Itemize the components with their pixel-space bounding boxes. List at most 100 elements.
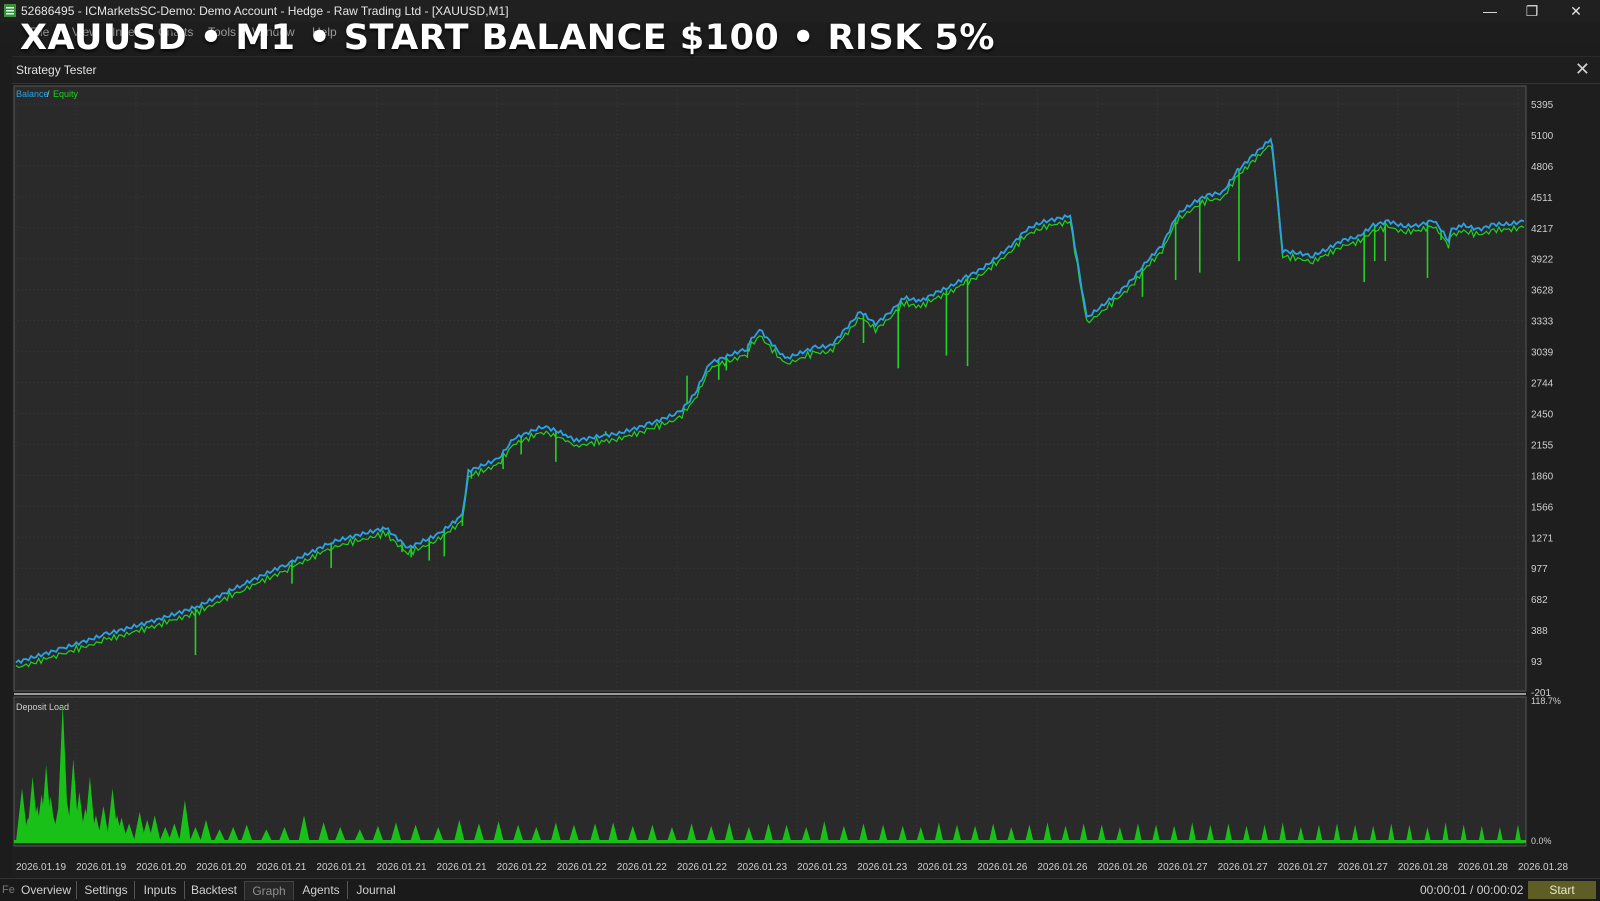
x-tick-label: 2026.01.28 — [1458, 862, 1508, 873]
deposit-load-spike — [372, 825, 384, 841]
window-title-bar: 52686495 - ICMarketsSC-Demo: Demo Accoun… — [0, 0, 1600, 22]
tab-overview[interactable]: Overview — [16, 881, 77, 899]
deposit-chart-area — [13, 696, 1527, 847]
x-tick-label: 2026.01.21 — [376, 862, 426, 873]
deposit-load-spike — [1206, 824, 1214, 841]
tab-backtest[interactable]: Backtest — [190, 883, 238, 897]
deposit-load-spike — [1297, 826, 1305, 841]
deposit-load-spike — [97, 805, 110, 841]
tab-journal[interactable]: Journal — [356, 883, 396, 897]
menu-insert[interactable]: Insert — [112, 25, 143, 39]
y-tick-label: 2744 — [1531, 379, 1554, 390]
tester-tab-bar: Fe Overview Settings Inputs Backtest Gra… — [0, 878, 1600, 901]
y-tick-label: 3333 — [1531, 317, 1554, 328]
x-tick-label: 2026.01.22 — [677, 862, 727, 873]
deposit-load-spike — [569, 824, 579, 841]
deposit-load-spike — [123, 823, 135, 841]
deposit-load-spike — [934, 822, 944, 841]
x-tick-label: 2026.01.21 — [316, 862, 366, 873]
deposit-load-spike — [1043, 822, 1052, 841]
x-tick-label: 2026.01.26 — [977, 862, 1027, 873]
deposit-load-spike — [1261, 824, 1269, 841]
tab-agents[interactable]: Agents — [295, 881, 348, 899]
deposit-load-spike — [1116, 826, 1124, 841]
deposit-load-spike — [168, 823, 181, 841]
x-tick-label: 2026.01.23 — [737, 862, 787, 873]
start-button[interactable]: Start — [1528, 881, 1596, 899]
tab-inputs[interactable]: Inputs — [136, 881, 185, 899]
deposit-load-spike — [278, 826, 290, 841]
y-tick-label: 3039 — [1531, 348, 1554, 359]
menu-help[interactable]: Help — [312, 25, 337, 39]
deposit-load-spike — [531, 826, 542, 841]
deposit-load-spike — [1007, 826, 1016, 841]
deposit-load-spike — [1315, 824, 1323, 841]
deposit-load-spike — [763, 823, 773, 841]
strategy-tester-panel: Strategy Tester ✕ 5395 5100 4806 4511 4217 39… — [12, 57, 1600, 900]
deposit-load-spike — [179, 800, 191, 841]
deposit-load-spike — [1061, 825, 1070, 841]
deposit-load-spike — [56, 702, 69, 841]
y-tick-label: 4806 — [1531, 162, 1554, 173]
deposit-load-spike — [298, 815, 310, 841]
y-tick-label: 3628 — [1531, 286, 1554, 297]
deposit-load-spike — [1170, 825, 1178, 841]
deposit-load-spike — [227, 826, 239, 841]
y-tick-label: 2155 — [1531, 440, 1554, 451]
deposit-load-spike — [241, 824, 253, 841]
deposit-load-spike — [454, 819, 465, 841]
maximize-button[interactable]: ❐ — [1525, 3, 1539, 19]
deposit-load-spike — [878, 824, 888, 841]
minimize-button[interactable]: — — [1483, 3, 1497, 19]
deposit-load-spike — [1079, 823, 1088, 841]
deposit-load-spike — [149, 815, 161, 841]
menu-tools[interactable]: Tools — [208, 25, 237, 39]
deposit-ytick-min: 0.0% — [1531, 836, 1552, 846]
deposit-load-spike — [213, 829, 226, 841]
x-tick-label: 2026.01.26 — [1037, 862, 1087, 873]
strategy-tester-header: Strategy Tester ✕ — [12, 57, 1600, 84]
deposit-load-spike — [1351, 824, 1359, 841]
x-tick-label: 2026.01.23 — [917, 862, 967, 873]
deposit-load-spike — [513, 824, 524, 841]
x-tick-label: 2026.01.27 — [1158, 862, 1208, 873]
close-window-button[interactable]: ✕ — [1570, 3, 1582, 19]
x-tick-label: 2026.01.27 — [1218, 862, 1268, 873]
x-tick-label: 2026.01.22 — [497, 862, 547, 873]
deposit-load-spike — [667, 826, 677, 841]
tab-graph[interactable]: Graph — [244, 881, 294, 900]
y-tick-label: 2450 — [1531, 409, 1554, 420]
deposit-load-spike — [1279, 822, 1287, 841]
deposit-load-spike — [1442, 822, 1449, 841]
y-tick-label: 1860 — [1531, 471, 1554, 482]
x-tick-label: 2026.01.23 — [857, 862, 907, 873]
deposit-load-spike — [590, 823, 600, 841]
legend-balance: Balance — [16, 89, 49, 99]
y-tick-label: 3922 — [1531, 255, 1554, 266]
close-icon[interactable]: ✕ — [1574, 59, 1590, 79]
deposit-load-spike — [189, 826, 202, 841]
menu-charts[interactable]: Charts — [158, 25, 194, 39]
deposit-load-spike — [1242, 825, 1251, 841]
x-tick-label: 2026.01.22 — [557, 862, 607, 873]
overlay-caption: XAUUSD • M1 • START BALANCE $100 • RISK … — [20, 18, 995, 58]
menu-window[interactable]: Window — [252, 25, 295, 39]
x-tick-label: 2026.01.20 — [196, 862, 246, 873]
deposit-load-spike — [16, 788, 29, 841]
menu-view[interactable]: View — [72, 25, 98, 39]
deposit-load-spike — [354, 829, 366, 841]
deposit-load-spike — [1224, 823, 1233, 841]
deposit-load-spike — [859, 823, 868, 841]
toolbar — [0, 42, 1600, 57]
tab-bar-edge-label: Fe — [2, 884, 15, 896]
legend-equity: Equity — [53, 89, 79, 99]
deposit-load-spike — [1478, 825, 1485, 841]
menu-file[interactable]: File — [30, 25, 50, 39]
deposit-load-spike — [493, 821, 504, 841]
tab-settings[interactable]: Settings — [78, 881, 135, 899]
deposit-load-spike — [989, 823, 998, 841]
deposit-load-spike — [898, 825, 907, 841]
x-tick-label: 2026.01.20 — [136, 862, 186, 873]
deposit-load-spike — [819, 821, 829, 841]
deposit-load-spike — [970, 825, 980, 841]
